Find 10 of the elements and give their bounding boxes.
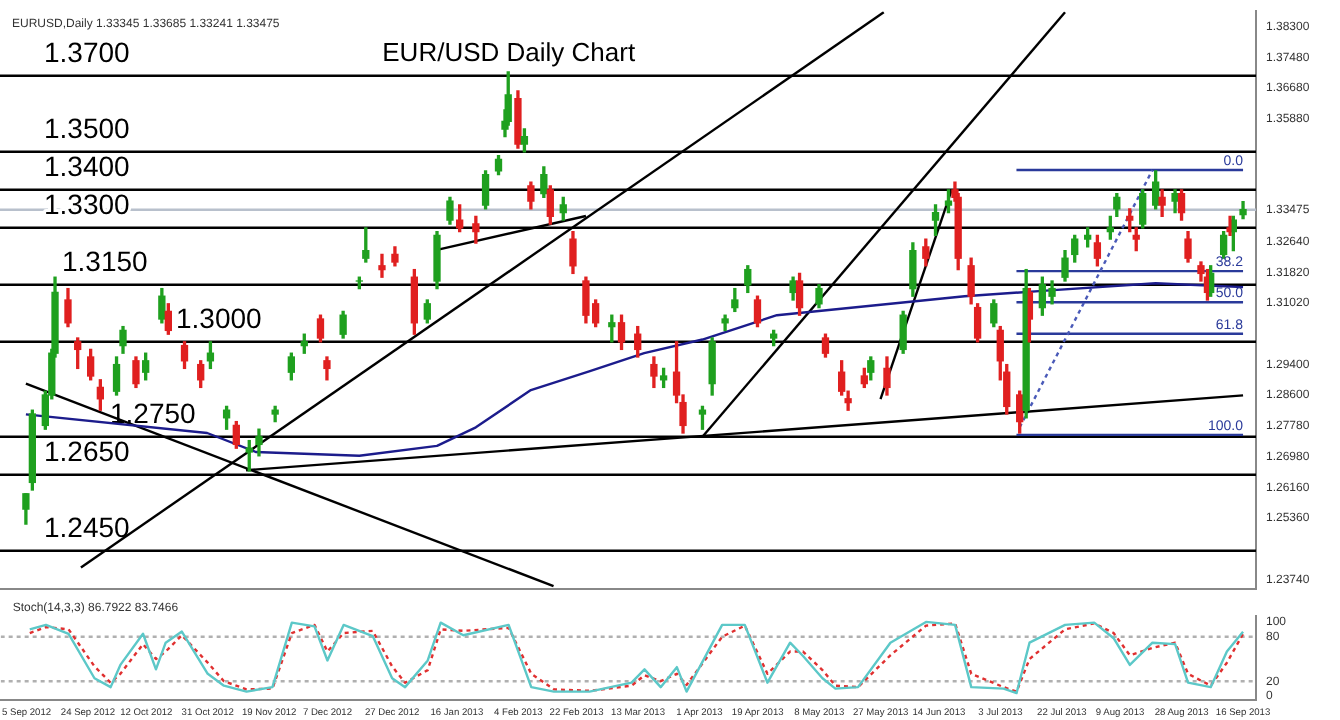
ref-line-label: 1.3000 xyxy=(176,301,263,334)
text: EUR/USD Daily Chart xyxy=(382,37,636,68)
ref-line-label: 1.3700 xyxy=(44,35,131,68)
ref-line-label: 1.2750 xyxy=(110,396,197,429)
ref-line-label: 1.3300 xyxy=(44,187,131,220)
ref-line-label: 1.3500 xyxy=(44,111,131,144)
ref-line-label: 1.3400 xyxy=(44,149,131,182)
ref-line-label: 1.3150 xyxy=(62,244,149,277)
ref-line-label: 1.2650 xyxy=(44,434,131,467)
ref-line-label: 1.2450 xyxy=(44,510,131,543)
